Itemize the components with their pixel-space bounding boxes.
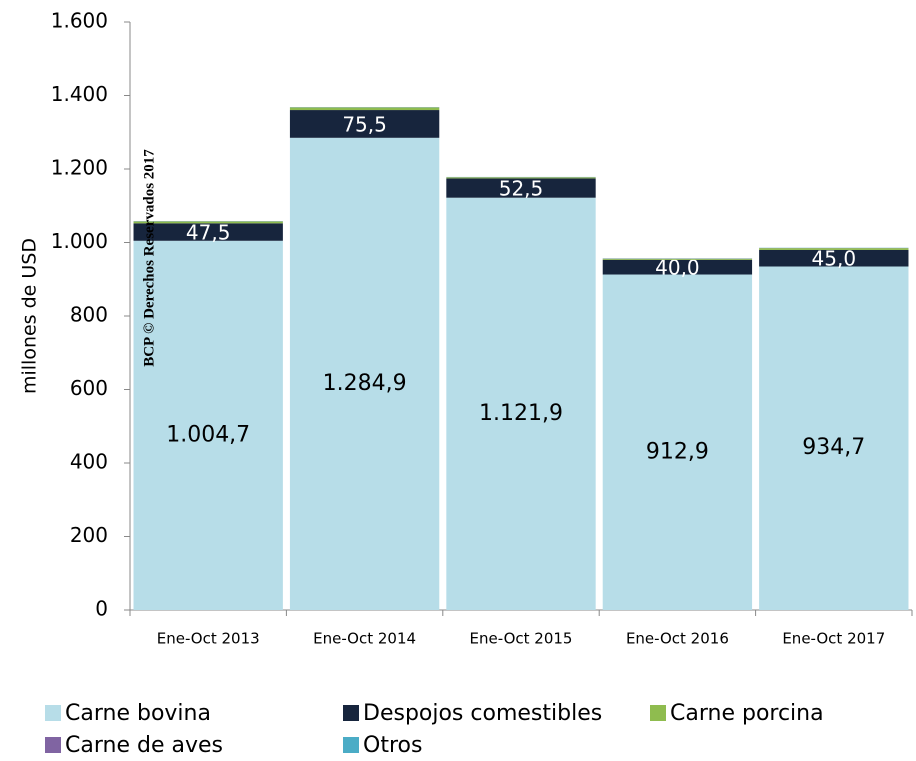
x-tick-label: Ene-Oct 2013	[157, 630, 260, 648]
bar-segment	[133, 221, 283, 224]
y-tick-label: 1.600	[51, 9, 108, 33]
data-label: 75,5	[342, 112, 387, 136]
legend-swatch	[343, 737, 359, 753]
y-tick-label: 200	[70, 523, 108, 547]
y-axis-label: millones de USD	[19, 238, 41, 394]
legend-label: Otros	[363, 733, 422, 758]
bar-segment	[602, 258, 753, 260]
bar-segment	[602, 259, 753, 275]
data-label: 912,9	[646, 439, 709, 464]
y-tick-label: 800	[70, 303, 108, 327]
bar-segment	[446, 177, 596, 179]
legend-swatch	[343, 705, 359, 721]
y-tick-label: 1.400	[51, 82, 108, 106]
legend-label: Despojos comestibles	[363, 701, 602, 726]
bar-segment	[133, 240, 283, 610]
data-label: 1.121,9	[479, 401, 563, 426]
legend-label: Carne porcina	[670, 701, 824, 726]
data-label: 934,7	[802, 435, 865, 460]
y-tick-label: 0	[95, 597, 108, 621]
data-label: 47,5	[186, 221, 231, 245]
bar-segment	[446, 178, 596, 198]
legend-label: Carne de aves	[65, 733, 223, 758]
bar-segment	[133, 223, 283, 241]
bar-segment	[759, 248, 909, 250]
bar-segment	[289, 107, 440, 111]
y-tick-label: 400	[70, 450, 108, 474]
data-label: 1.004,7	[166, 422, 250, 447]
bar-segment	[289, 110, 440, 138]
bar-segment	[446, 197, 596, 610]
bar-segment	[602, 274, 753, 610]
data-label: 45,0	[812, 247, 857, 271]
bar-segment	[289, 137, 440, 610]
y-tick-label: 1.000	[51, 229, 108, 253]
data-label: 1.284,9	[323, 371, 407, 396]
bar-segment	[759, 249, 909, 267]
legend-swatch	[45, 705, 61, 721]
x-tick-label: Ene-Oct 2014	[313, 630, 416, 648]
bar-segment	[759, 266, 909, 610]
legend-swatch	[650, 705, 666, 721]
x-tick-label: Ene-Oct 2017	[782, 630, 885, 648]
x-tick-label: Ene-Oct 2015	[470, 630, 573, 648]
y-tick-label: 1.200	[51, 156, 108, 180]
y-tick-label: 600	[70, 376, 108, 400]
legend-swatch	[45, 737, 61, 753]
watermark: BCP © Derechos Reservados 2017	[141, 149, 157, 367]
x-tick-label: Ene-Oct 2016	[626, 630, 729, 648]
data-label: 52,5	[499, 177, 544, 201]
legend-label: Carne bovina	[65, 701, 211, 726]
